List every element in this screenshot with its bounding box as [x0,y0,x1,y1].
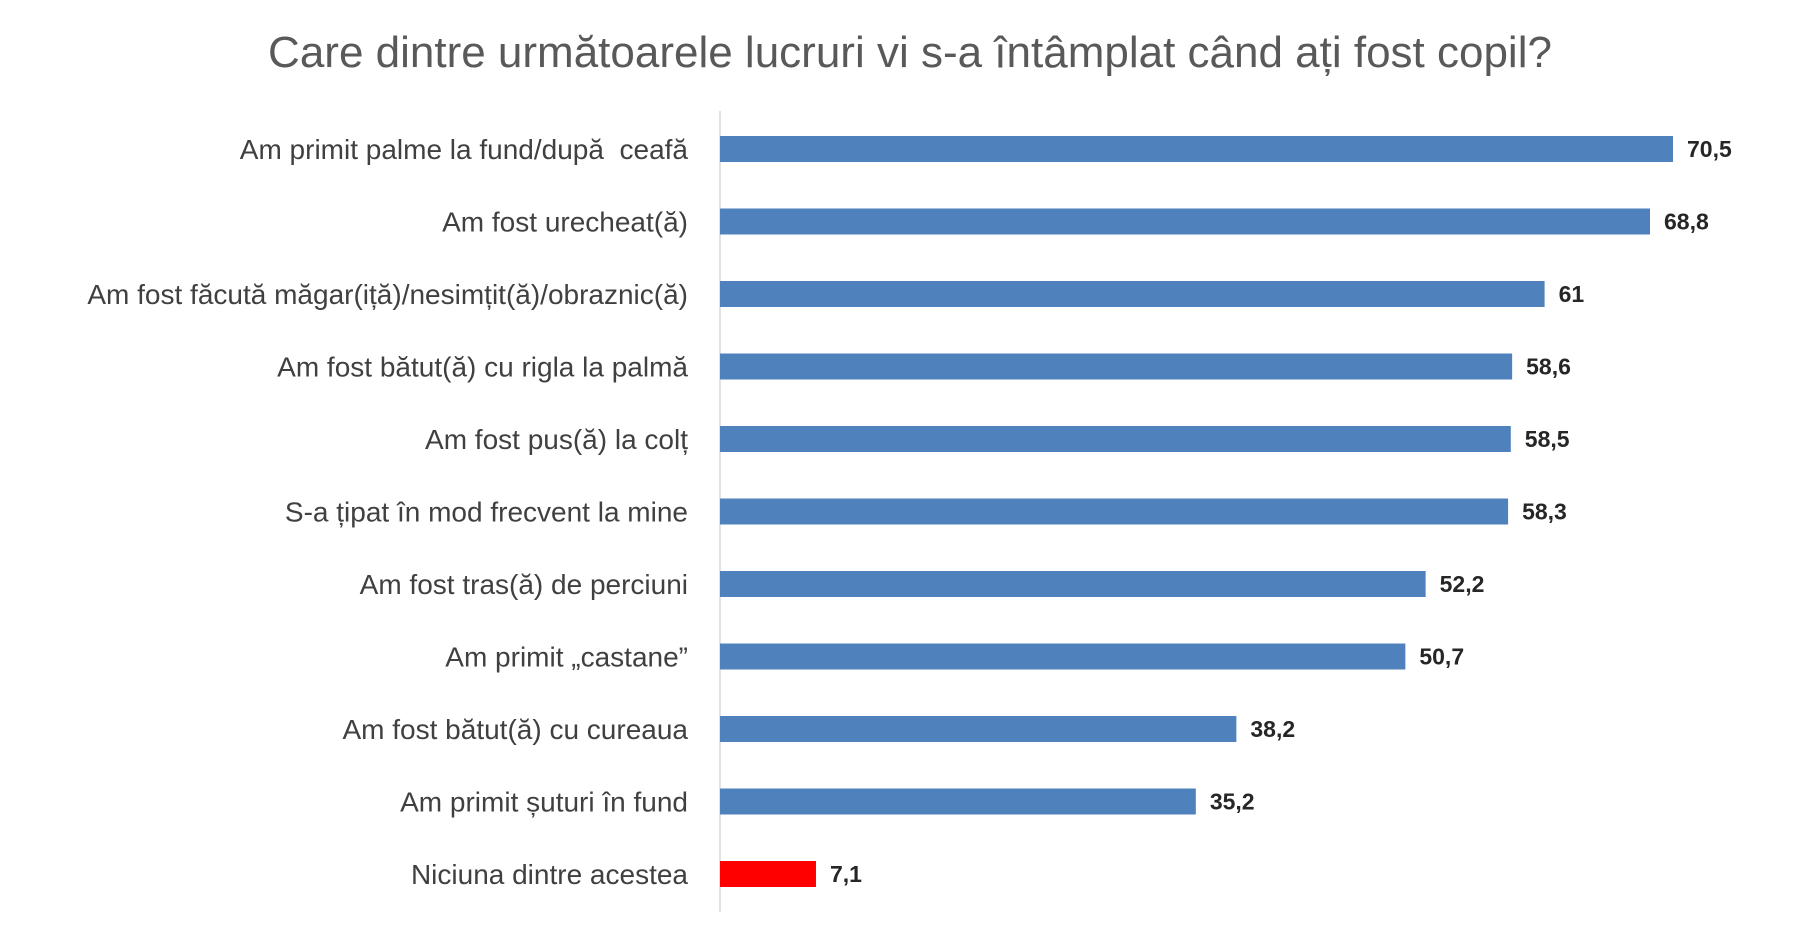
value-label-5: 58,5 [1525,426,1570,452]
bar-2 [720,208,1651,235]
category-label-8: Am primit „castane” [445,642,688,673]
value-label-6: 58,3 [1522,499,1567,525]
category-label-9: Am fost bătut(ă) cu cureaua [342,714,688,745]
value-label-4: 58,6 [1526,354,1571,380]
category-labels-group: Am primit palme la fund/după ceafă Am fos… [87,134,688,890]
value-label-10: 35,2 [1210,789,1255,815]
category-label-5: Am fost pus(ă) la colț [425,424,688,455]
bars-group [720,136,1673,887]
chart-title: Care dintre următoarele lucruri vi s-a î… [268,28,1552,77]
value-label-11: 7,1 [830,861,862,887]
bar-7 [720,571,1426,597]
category-label-11: Niciuna dintre acestea [411,859,688,890]
bar-11 [720,861,816,887]
category-label-1: Am primit palme la fund/după ceafă [240,134,689,165]
value-label-2: 68,8 [1664,209,1709,235]
category-label-7: Am fost tras(ă) de perciuni [360,569,688,600]
value-label-1: 70,5 [1687,136,1732,162]
category-label-2: Am fost urecheat(ă) [442,207,688,238]
category-label-4: Am fost bătut(ă) cu rigla la palmă [277,352,688,383]
category-label-6: S-a țipat în mod frecvent la mine [285,497,688,528]
value-labels-group: 70,5 68,8 61 58,6 58,5 58,3 52,2 50,7 38,2 35,2 7,… [830,136,1732,887]
value-label-3: 61 [1559,281,1585,307]
bar-6 [720,498,1509,525]
bar-9 [720,716,1237,742]
bar-3 [720,281,1545,307]
category-label-3: Am fost făcută măgar(iță)/nesimțit(ă)/ob… [87,279,688,310]
value-label-7: 52,2 [1440,571,1485,597]
bar-10 [720,788,1196,815]
value-label-9: 38,2 [1250,716,1295,742]
bar-8 [720,643,1406,670]
category-label-10: Am primit șuturi în fund [400,787,688,818]
value-label-8: 50,7 [1419,644,1464,670]
bar-5 [720,426,1511,452]
bar-1 [720,136,1673,162]
bar-4 [720,353,1513,380]
